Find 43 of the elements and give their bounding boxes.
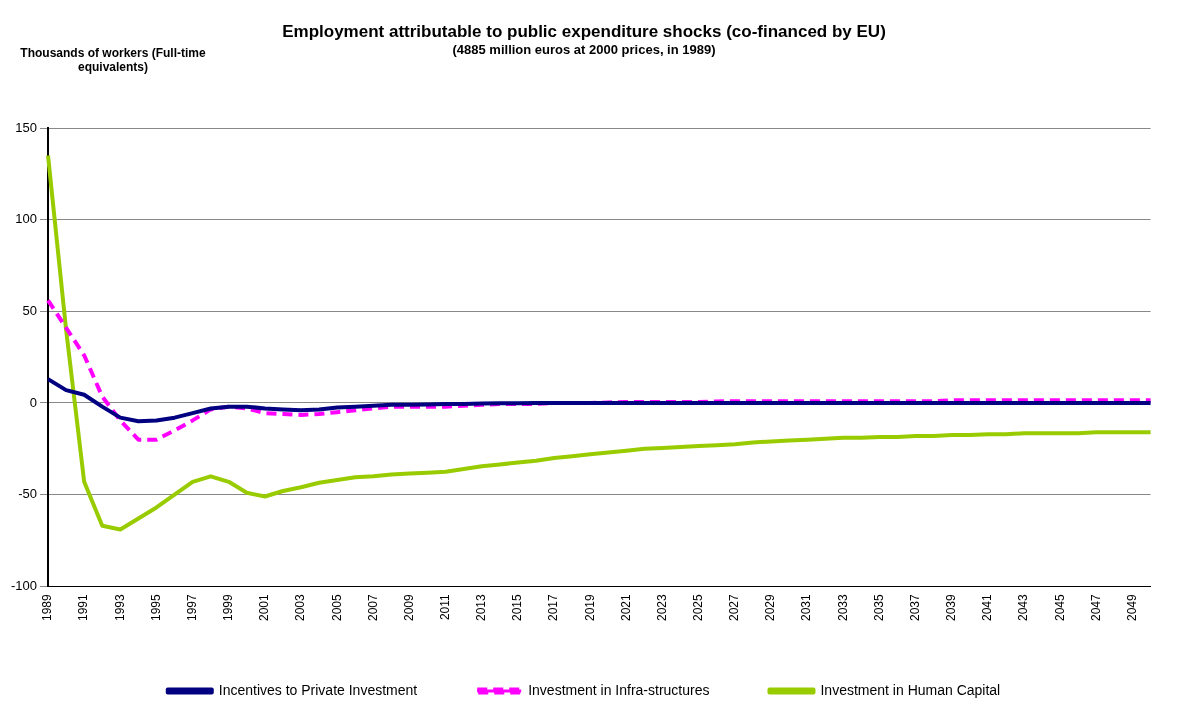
x-tick-label: 2021 — [618, 593, 633, 622]
x-tick-label: 2045 — [1052, 593, 1067, 622]
y-tick-label: 100 — [15, 211, 38, 227]
x-tick-label: 2035 — [871, 593, 886, 622]
x-tick-label: 2001 — [257, 593, 272, 622]
y-tick-label: 50 — [22, 302, 38, 318]
x-tick-label: 2015 — [510, 593, 525, 622]
x-tick-label: 2019 — [582, 593, 597, 622]
x-tick-label: 1993 — [112, 593, 127, 622]
x-tick-label: 1997 — [184, 593, 199, 622]
x-tick-label: 2037 — [907, 593, 922, 622]
y-tick-label: -100 — [10, 577, 38, 593]
x-tick-label: 2031 — [799, 593, 814, 622]
x-tick-label: 2027 — [727, 593, 742, 622]
y-tick-label: -50 — [18, 486, 38, 502]
x-tick-label: 2039 — [944, 593, 959, 622]
legend-label: Incentives to Private Investment — [218, 681, 418, 698]
x-tick-label: 2005 — [329, 593, 344, 622]
x-tick-label: 2025 — [691, 593, 706, 622]
x-tick-label: 2009 — [401, 593, 416, 622]
x-tick-label: 2041 — [980, 593, 995, 622]
y-axis-title: Thousands of workers (Full-time equivalents) — [19, 46, 207, 74]
x-tick-label: 1991 — [76, 593, 91, 622]
y-tick-label: 0 — [29, 394, 38, 410]
chart-subtitle: (4885 million euros at 2000 prices, in 1989) — [452, 41, 716, 57]
y-tick-label: 150 — [15, 119, 38, 135]
x-tick-label: 2003 — [293, 593, 308, 622]
x-tick-label: 2011 — [437, 593, 452, 621]
x-tick-label: 2017 — [546, 593, 561, 622]
x-tick-label: 2033 — [835, 593, 850, 622]
legend-label: Investment in Infra-structures — [528, 681, 710, 698]
x-tick-label: 1999 — [221, 593, 236, 622]
x-tick-label: 2007 — [365, 593, 380, 622]
x-tick-label: 2023 — [654, 593, 669, 622]
x-tick-label: 2043 — [1016, 593, 1031, 622]
x-tick-label: 2013 — [474, 593, 489, 622]
x-tick-label: 1995 — [148, 593, 163, 622]
x-tick-label: 2049 — [1124, 593, 1139, 622]
x-tick-label: 2047 — [1088, 593, 1103, 622]
chart-title: Employment attributable to public expenditure shocks (co-financed by EU) — [282, 21, 886, 41]
x-tick-label: 1989 — [40, 593, 55, 622]
x-tick-label: 2029 — [763, 593, 778, 622]
legend-label: Investment in Human Capital — [820, 681, 1001, 698]
